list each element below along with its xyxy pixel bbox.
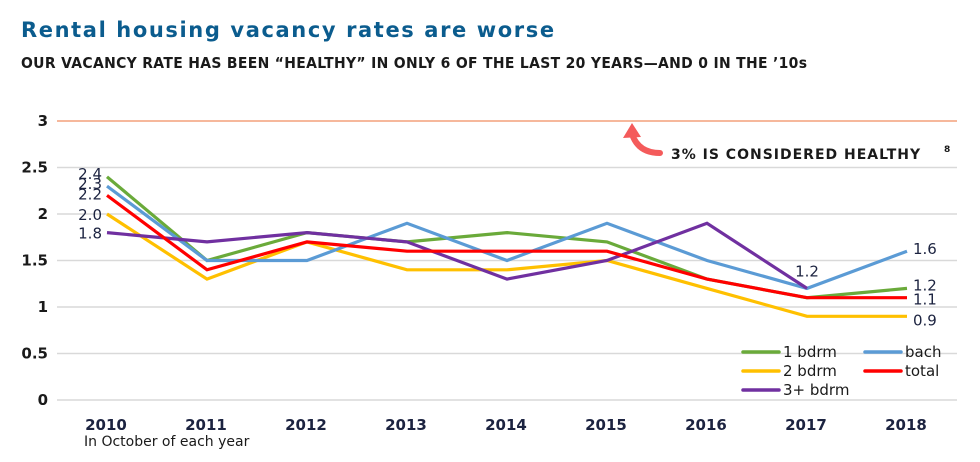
legend-label: 2 bdrm (783, 362, 837, 380)
data-labels: 2.4 1.2 2.3 1.6 2.2 1.1 2.0 0.9 1.8 1.2 (78, 165, 937, 329)
y-tick-label: 1.5 (21, 252, 48, 270)
x-tick-label: 2014 (485, 416, 527, 434)
legend-item-total: total (863, 362, 939, 380)
end-value-label: 1.1 (913, 291, 937, 309)
legend-label: bach (905, 343, 941, 361)
healthy-annotation: 3% IS CONSIDERED HEALTHY 8 (623, 123, 950, 163)
y-tick-label: 3 (38, 112, 48, 130)
series-line-3-bdrm (106, 221, 808, 290)
legend-item-bach: bach (863, 343, 941, 361)
gridlines (57, 120, 957, 401)
legend-label: 3+ bdrm (783, 381, 849, 399)
x-tick-label: 2018 (885, 416, 927, 434)
x-axis-note: In October of each year (84, 434, 250, 450)
end-value-label: 1.2 (795, 262, 819, 280)
y-tick-label: 0.5 (21, 345, 48, 363)
legend-item-3-bdrm: 3+ bdrm (741, 381, 849, 399)
x-tick-label: 2012 (285, 416, 327, 434)
x-tick-label: 2017 (785, 416, 827, 434)
start-value-label: 2.2 (78, 185, 102, 203)
start-value-label: 1.8 (78, 225, 102, 243)
x-tick-label: 2016 (685, 416, 727, 434)
y-tick-label: 2.5 (21, 159, 48, 177)
x-tick-label: 2011 (185, 416, 227, 434)
y-tick-label: 2 (38, 205, 48, 223)
end-value-label: 1.6 (913, 240, 937, 258)
legend-item-2-bdrm: 2 bdrm (741, 362, 837, 380)
series-line-total (106, 194, 907, 300)
legend-label: 1 bdrm (783, 343, 837, 361)
footnote-marker: 8 (944, 145, 950, 155)
x-tick-label: 2015 (585, 416, 627, 434)
arrow-head-icon (623, 123, 641, 138)
y-axis-ticks: 0 0.5 1 1.5 2 2.5 3 (21, 112, 48, 409)
end-value-label: 1.2 (913, 276, 937, 294)
healthy-annotation-text: 3% IS CONSIDERED HEALTHY (671, 147, 921, 163)
series-line-2-bdrm (106, 212, 907, 318)
chart-subtitle: OUR VACANCY RATE HAS BEEN “HEALTHY” IN O… (21, 54, 808, 72)
legend-label: total (905, 362, 939, 380)
x-axis-ticks: 2010 2011 2012 2013 2014 2015 2016 2017 2018 (85, 416, 927, 434)
chart-title: Rental housing vacancy rates are worse (21, 18, 556, 42)
legend-item-1-bdrm: 1 bdrm (741, 343, 837, 361)
start-value-label: 2.0 (78, 206, 102, 224)
start-value-label: 2.4 (78, 165, 102, 183)
end-value-label: 0.9 (913, 311, 937, 329)
y-tick-label: 1 (38, 298, 48, 316)
x-tick-label: 2013 (385, 416, 427, 434)
y-tick-label: 0 (38, 391, 48, 409)
x-tick-label: 2010 (85, 416, 127, 434)
start-value-label: 2.3 (78, 175, 102, 193)
series-lines (105, 175, 908, 318)
